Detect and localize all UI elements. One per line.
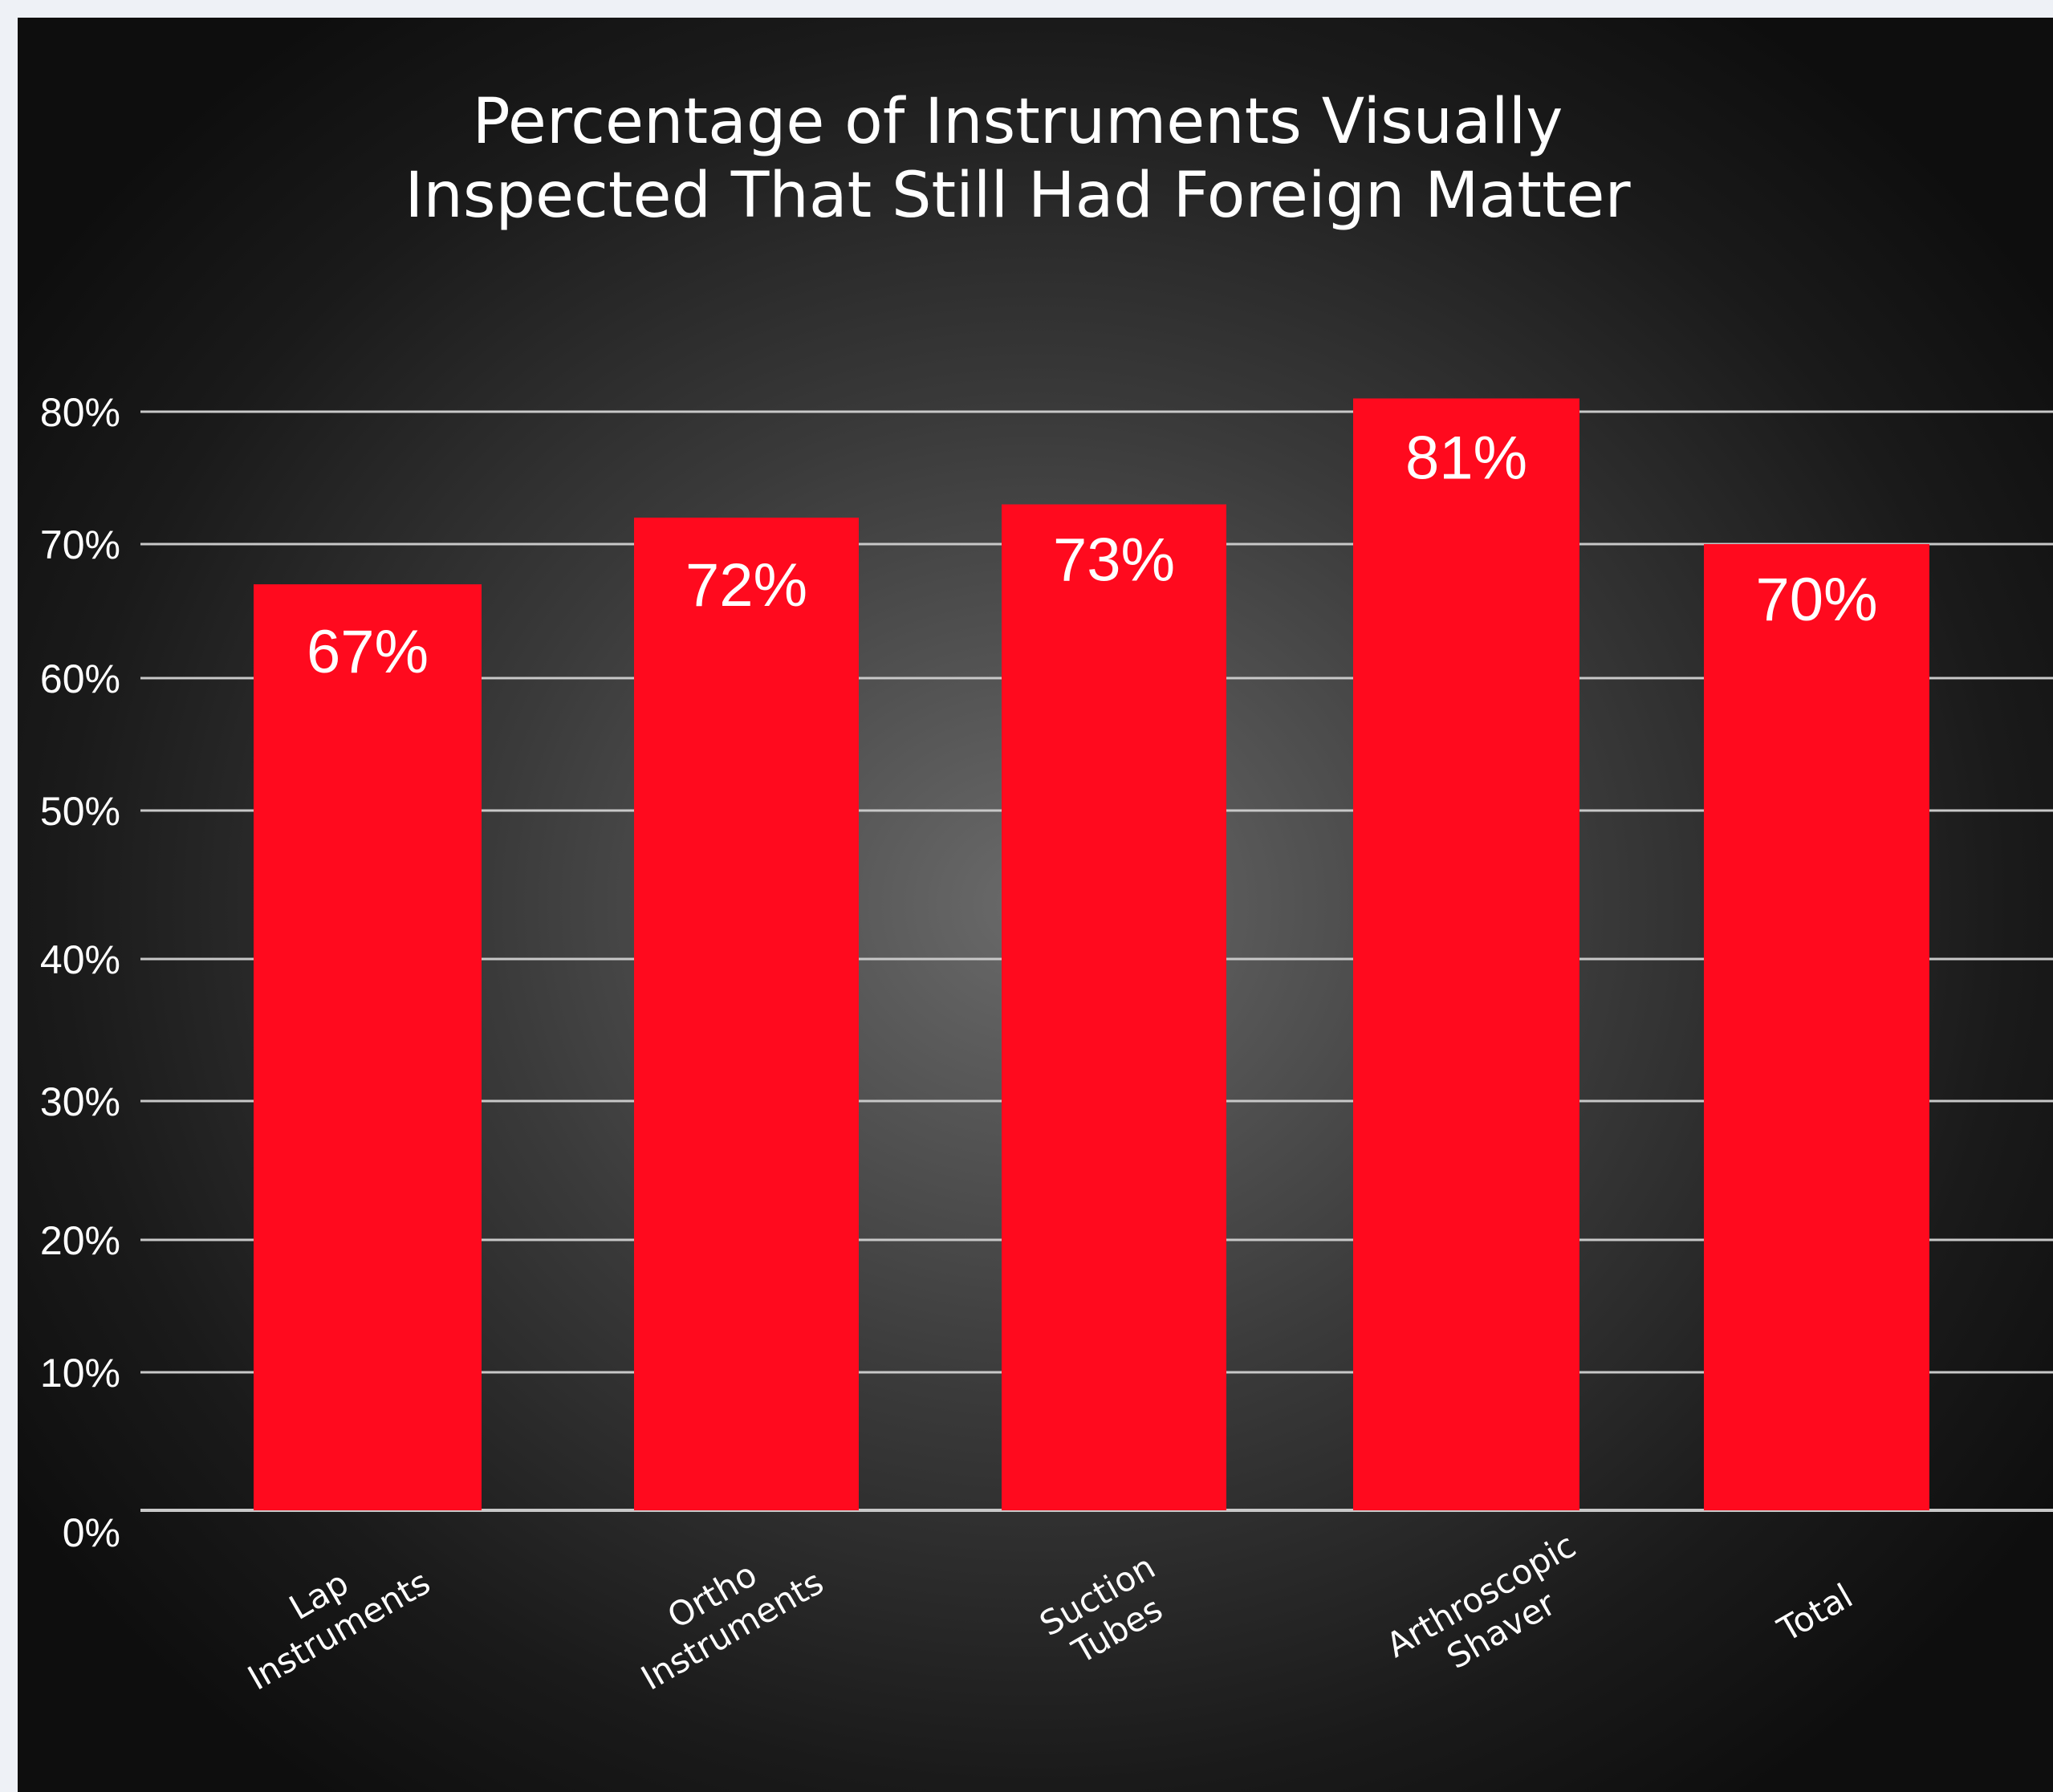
y-tick-label: 50% bbox=[40, 789, 120, 834]
bars bbox=[254, 398, 1929, 1510]
bar-value-label: 81% bbox=[1405, 425, 1527, 493]
bar-value-label: 70% bbox=[1755, 566, 1877, 634]
chart-title-line-1: Percentage of Instruments Visually bbox=[473, 86, 1563, 158]
bar bbox=[254, 584, 482, 1510]
chart-panel: 0% 10% 20% 30% 40% 50% 60% 70% 80% 67% 72% 73% 81% 7… bbox=[18, 18, 2053, 1792]
y-tick-label: 0% bbox=[63, 1510, 120, 1555]
bar bbox=[1002, 504, 1226, 1510]
bar-chart: 0% 10% 20% 30% 40% 50% 60% 70% 80% 67% 72% 73% 81% 7… bbox=[40, 86, 2053, 1698]
chart-title: Percentage of Instruments Visually Inspe… bbox=[405, 86, 1631, 232]
y-tick-label: 30% bbox=[40, 1079, 120, 1124]
y-axis-ticks: 0% 10% 20% 30% 40% 50% 60% 70% 80% bbox=[40, 390, 120, 1555]
bar-value-label: 73% bbox=[1053, 526, 1175, 595]
bar bbox=[1353, 398, 1579, 1510]
bar bbox=[1704, 544, 1929, 1510]
y-tick-label: 70% bbox=[40, 522, 120, 567]
y-tick-label: 80% bbox=[40, 390, 120, 435]
bar-value-label: 72% bbox=[685, 551, 807, 620]
bar bbox=[634, 518, 859, 1510]
bar-value-label: 67% bbox=[307, 618, 429, 686]
x-category-label: Total bbox=[1770, 1576, 1859, 1650]
chart-title-line-2: Inspected That Still Had Foreign Matter bbox=[405, 160, 1631, 232]
y-tick-label: 10% bbox=[40, 1351, 120, 1396]
bar-value-labels: 67% 72% 73% 81% 70% bbox=[307, 425, 1878, 687]
x-category-line: Total bbox=[1770, 1576, 1859, 1650]
y-tick-label: 60% bbox=[40, 656, 120, 701]
y-tick-label: 40% bbox=[40, 937, 120, 982]
y-tick-label: 20% bbox=[40, 1218, 120, 1263]
